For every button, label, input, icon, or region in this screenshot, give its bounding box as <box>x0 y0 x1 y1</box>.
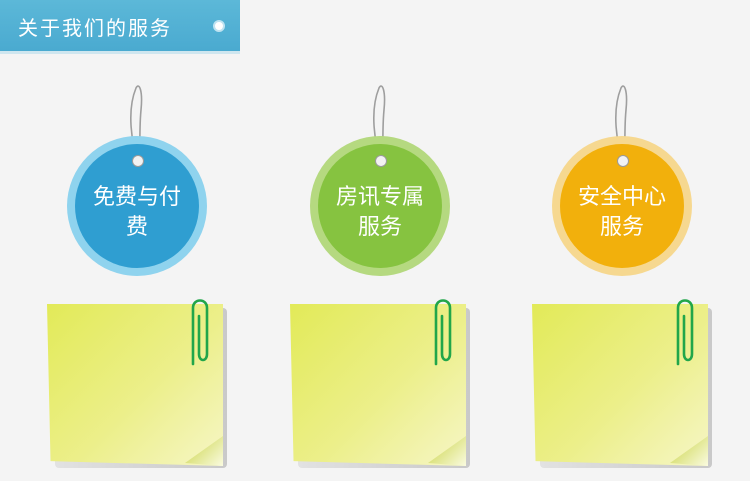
section-title: 关于我们的服务 <box>18 16 172 40</box>
service-label: 免费与付费 <box>92 185 181 240</box>
paper-clip-icon <box>191 299 209 366</box>
tag-hole-icon <box>132 155 144 167</box>
section-header-tab: 关于我们的服务 <box>0 0 240 54</box>
service-label: 安全中心服务 <box>577 185 666 240</box>
service-label: 房讯专属服务 <box>335 185 424 240</box>
tag-hole-icon <box>375 155 387 167</box>
hang-tag-disc: 房讯专属服务 <box>318 144 442 268</box>
paper-clip-icon <box>676 299 694 366</box>
header-dot-icon <box>213 20 225 32</box>
service-card-security[interactable]: 安全中心服务 <box>520 80 730 480</box>
service-card-exclusive[interactable]: 房讯专属服务 <box>278 80 488 480</box>
paper-clip-icon <box>434 299 452 366</box>
service-card-free-paid[interactable]: 免费与付费 <box>35 80 245 480</box>
tag-hole-icon <box>617 155 629 167</box>
